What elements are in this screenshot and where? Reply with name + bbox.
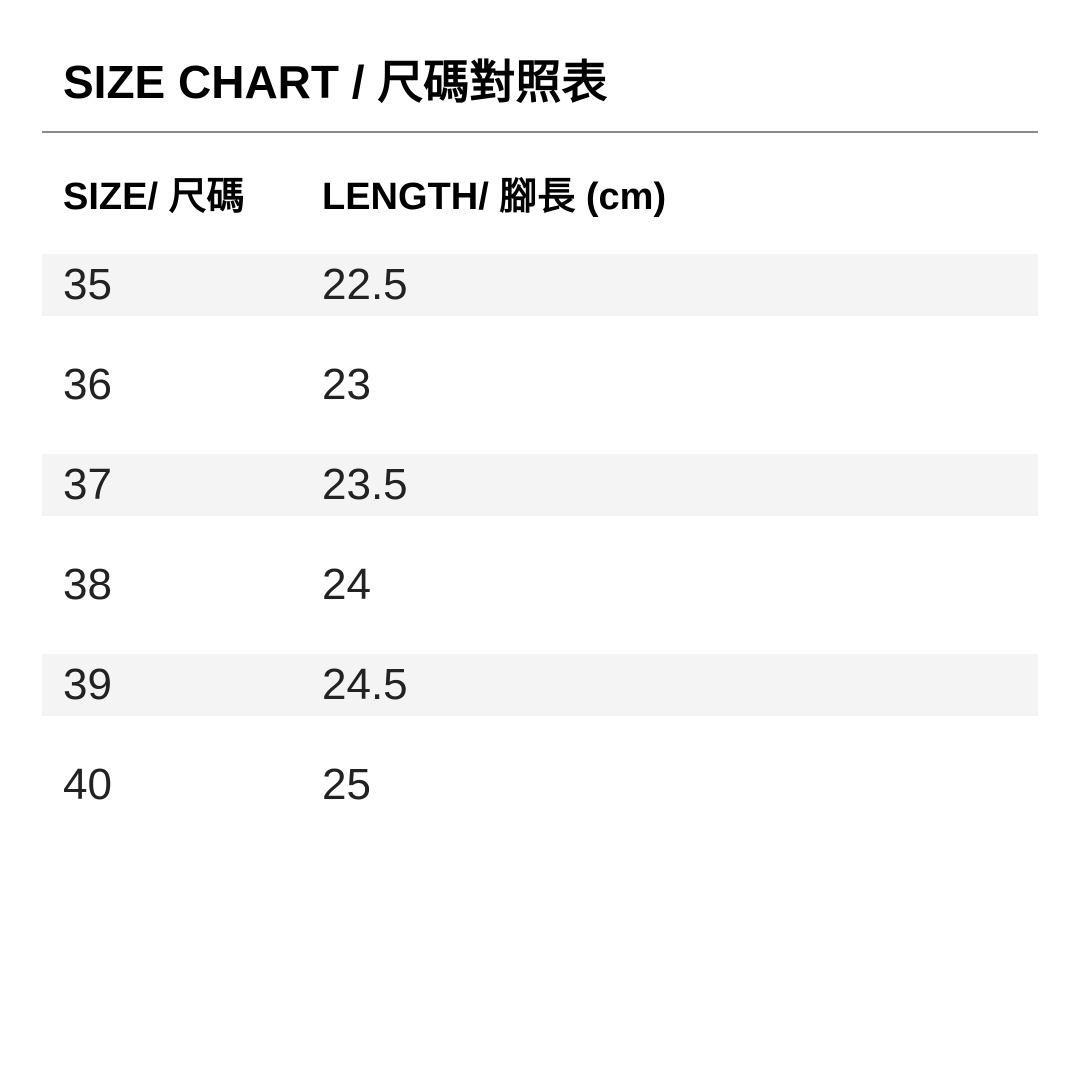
table-row: 37 23.5: [42, 454, 1038, 516]
size-cell: 37: [63, 460, 112, 509]
length-cell: 25: [322, 760, 371, 809]
table-row: 35 22.5: [42, 254, 1038, 316]
page-title: SIZE CHART / 尺碼對照表: [63, 56, 608, 108]
title-divider: [42, 131, 1038, 133]
table-row: 36 23: [42, 354, 1038, 416]
length-cell: 24.5: [322, 660, 408, 709]
table-body: 35 22.5 36 23 37 23.5 38 24 39 24.: [42, 254, 1038, 816]
table-row: 39 24.5: [42, 654, 1038, 716]
table-row: 40 25: [42, 754, 1038, 816]
size-cell: 36: [63, 360, 112, 409]
table-row: 38 24: [42, 554, 1038, 616]
length-cell: 24: [322, 560, 371, 609]
column-header-size: SIZE/ 尺碼: [63, 176, 245, 218]
length-cell: 23.5: [322, 460, 408, 509]
size-cell: 38: [63, 560, 112, 609]
length-cell: 22.5: [322, 260, 408, 309]
table-header-row: SIZE/ 尺碼 LENGTH/ 腳長 (cm): [42, 175, 1038, 219]
column-header-length: LENGTH/ 腳長 (cm): [322, 176, 667, 218]
size-chart-content: SIZE CHART / 尺碼對照表 SIZE/ 尺碼 LENGTH/ 腳長 (…: [42, 0, 1038, 816]
size-cell: 40: [63, 760, 112, 809]
length-cell: 23: [322, 360, 371, 409]
size-table: SIZE/ 尺碼 LENGTH/ 腳長 (cm) 35 22.5 36 23 3…: [42, 175, 1038, 816]
size-cell: 35: [63, 260, 112, 309]
size-cell: 39: [63, 660, 112, 709]
